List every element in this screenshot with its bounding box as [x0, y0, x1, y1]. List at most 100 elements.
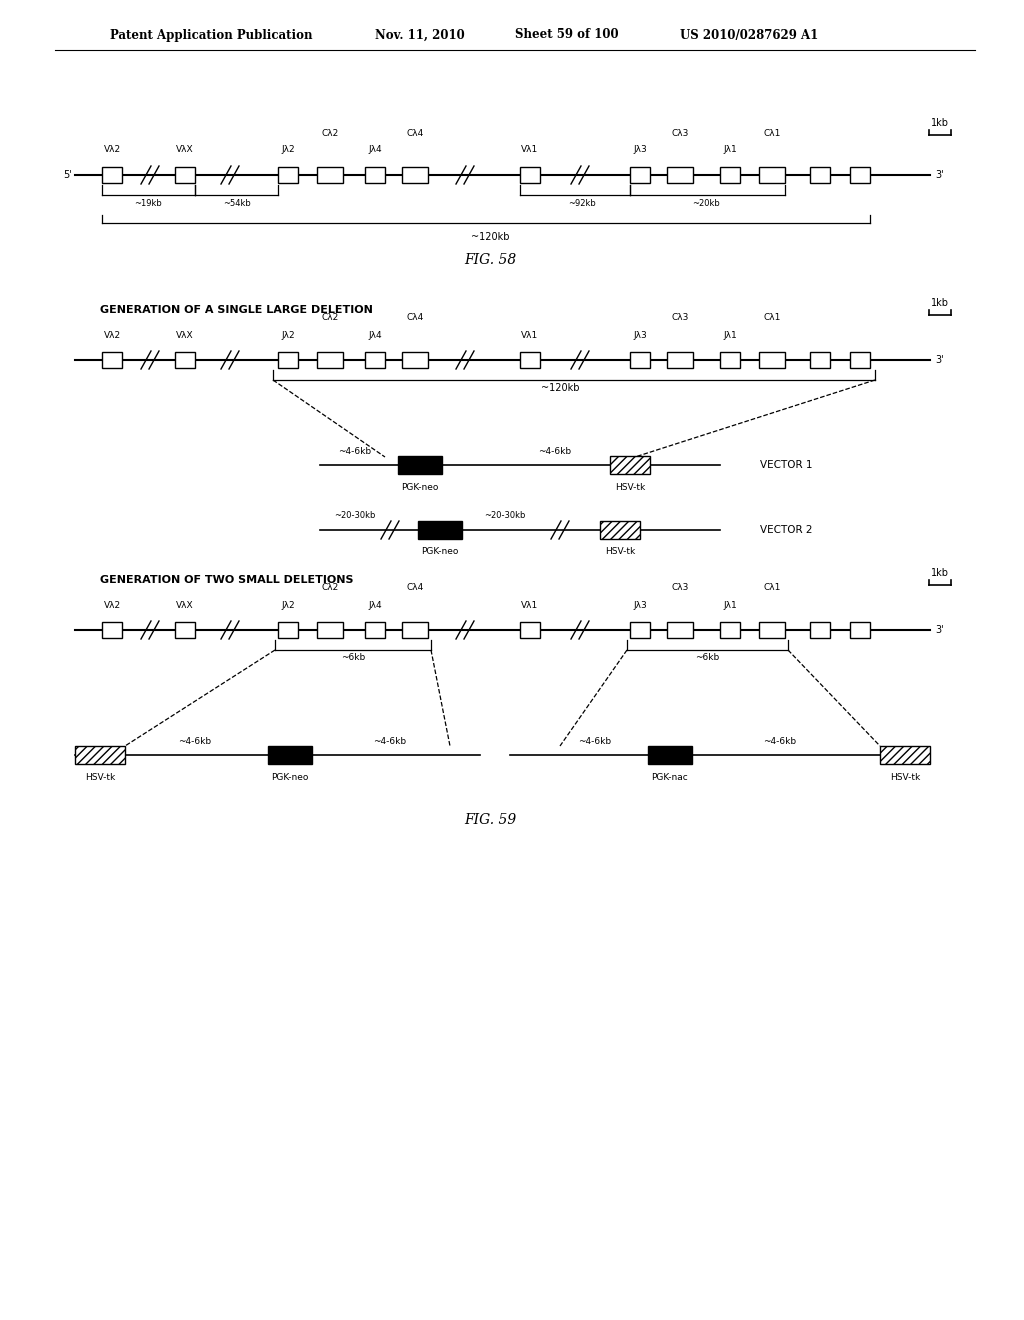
Bar	[278, 352, 298, 368]
Bar	[610, 455, 650, 474]
Bar	[667, 352, 693, 368]
Text: Vλ2: Vλ2	[103, 145, 121, 154]
Text: Jλ4: Jλ4	[369, 601, 382, 610]
Bar	[630, 352, 650, 368]
Text: ~120kb: ~120kb	[471, 232, 509, 242]
Bar	[278, 168, 298, 183]
Text: Cλ4: Cλ4	[407, 314, 424, 322]
Text: Cλ1: Cλ1	[763, 128, 780, 137]
Text: Cλ4: Cλ4	[407, 128, 424, 137]
Text: FIG. 59: FIG. 59	[464, 813, 516, 828]
Text: VλX: VλX	[176, 601, 194, 610]
Text: Jλ2: Jλ2	[282, 330, 295, 339]
Text: Jλ1: Jλ1	[723, 601, 737, 610]
Text: Vλ2: Vλ2	[103, 601, 121, 610]
Text: Vλ2: Vλ2	[103, 330, 121, 339]
Text: 5': 5'	[63, 170, 73, 180]
Text: Sheet 59 of 100: Sheet 59 of 100	[515, 29, 618, 41]
Text: ~4-6kb: ~4-6kb	[764, 737, 797, 746]
Bar	[75, 746, 125, 764]
Bar	[720, 352, 740, 368]
Bar	[102, 352, 122, 368]
Text: ~6kb: ~6kb	[695, 653, 719, 663]
Bar	[365, 622, 385, 638]
Text: ~20-30kb: ~20-30kb	[334, 511, 376, 520]
Text: PGK-neo: PGK-neo	[271, 772, 308, 781]
Text: US 2010/0287629 A1: US 2010/0287629 A1	[680, 29, 818, 41]
Text: ~4-6kb: ~4-6kb	[579, 737, 611, 746]
Bar	[175, 168, 195, 183]
Text: ~20kb: ~20kb	[692, 198, 720, 207]
Text: VECTOR 2: VECTOR 2	[760, 525, 812, 535]
Bar	[398, 455, 442, 474]
Text: PGK-neo: PGK-neo	[401, 483, 438, 491]
Text: FIG. 58: FIG. 58	[464, 253, 516, 267]
Text: 1kb: 1kb	[931, 568, 949, 578]
Text: ~4-6kb: ~4-6kb	[539, 446, 571, 455]
Bar	[850, 168, 870, 183]
Text: Cλ2: Cλ2	[322, 128, 339, 137]
Text: ~4-6kb: ~4-6kb	[178, 737, 212, 746]
Text: 3': 3'	[936, 624, 944, 635]
Text: ~20-30kb: ~20-30kb	[484, 511, 525, 520]
Text: 1kb: 1kb	[931, 298, 949, 308]
Text: ~54kb: ~54kb	[223, 198, 251, 207]
Text: Cλ3: Cλ3	[672, 583, 689, 593]
Text: Jλ4: Jλ4	[369, 330, 382, 339]
Bar	[268, 746, 312, 764]
Text: HSV-tk: HSV-tk	[614, 483, 645, 491]
Text: Vλ1: Vλ1	[521, 601, 539, 610]
Text: HSV-tk: HSV-tk	[605, 548, 635, 557]
Text: ~92kb: ~92kb	[568, 198, 596, 207]
Text: ~120kb: ~120kb	[541, 383, 580, 393]
Text: 1kb: 1kb	[931, 117, 949, 128]
Bar	[850, 622, 870, 638]
Bar	[402, 622, 428, 638]
Bar	[667, 622, 693, 638]
Bar	[365, 168, 385, 183]
Text: VλX: VλX	[176, 145, 194, 154]
Text: HSV-tk: HSV-tk	[85, 772, 115, 781]
Text: Jλ4: Jλ4	[369, 145, 382, 154]
Text: GENERATION OF TWO SMALL DELETIONS: GENERATION OF TWO SMALL DELETIONS	[100, 576, 353, 585]
Bar	[520, 622, 540, 638]
Text: ~19kb: ~19kb	[134, 198, 162, 207]
Text: Cλ1: Cλ1	[763, 583, 780, 593]
Bar	[402, 168, 428, 183]
Bar	[175, 352, 195, 368]
Text: Jλ3: Jλ3	[633, 330, 647, 339]
Bar	[317, 352, 343, 368]
Text: Cλ2: Cλ2	[322, 583, 339, 593]
Text: HSV-tk: HSV-tk	[890, 772, 921, 781]
Bar	[810, 622, 830, 638]
Text: Jλ1: Jλ1	[723, 330, 737, 339]
Bar	[418, 521, 462, 539]
Text: ~6kb: ~6kb	[341, 653, 366, 663]
Text: Jλ2: Jλ2	[282, 601, 295, 610]
Bar	[520, 352, 540, 368]
Text: Cλ3: Cλ3	[672, 128, 689, 137]
Bar	[520, 168, 540, 183]
Bar	[810, 352, 830, 368]
Bar	[759, 168, 785, 183]
Bar	[317, 622, 343, 638]
Bar	[630, 168, 650, 183]
Bar	[317, 168, 343, 183]
Bar	[102, 168, 122, 183]
Text: Jλ1: Jλ1	[723, 145, 737, 154]
Text: Jλ3: Jλ3	[633, 601, 647, 610]
Text: PGK-nac: PGK-nac	[651, 772, 688, 781]
Bar	[759, 352, 785, 368]
Text: ~4-6kb: ~4-6kb	[339, 446, 372, 455]
Text: ~4-6kb: ~4-6kb	[374, 737, 407, 746]
Text: Vλ1: Vλ1	[521, 330, 539, 339]
Text: Jλ3: Jλ3	[633, 145, 647, 154]
Bar	[667, 168, 693, 183]
Bar	[720, 622, 740, 638]
Bar	[850, 352, 870, 368]
Bar	[720, 168, 740, 183]
Text: 3': 3'	[936, 170, 944, 180]
Text: Cλ3: Cλ3	[672, 314, 689, 322]
Text: PGK-neo: PGK-neo	[421, 548, 459, 557]
Bar	[648, 746, 692, 764]
